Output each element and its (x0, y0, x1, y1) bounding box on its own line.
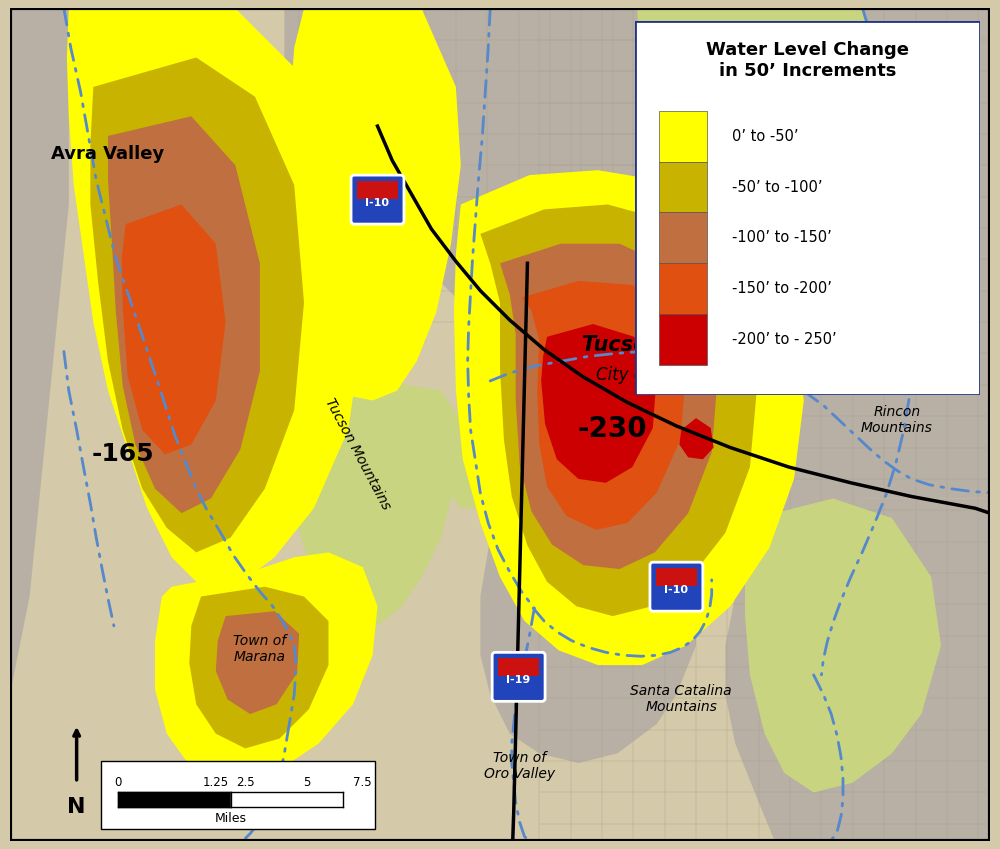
Polygon shape (522, 281, 686, 530)
Bar (659, 111, 707, 161)
Text: 0’ to -50’: 0’ to -50’ (732, 129, 798, 143)
Text: Rincon
Mountains: Rincon Mountains (861, 405, 933, 436)
Polygon shape (122, 205, 226, 454)
Polygon shape (480, 479, 696, 763)
Polygon shape (67, 8, 363, 587)
FancyBboxPatch shape (101, 762, 375, 829)
Text: N: N (67, 797, 86, 818)
Polygon shape (216, 611, 299, 714)
Text: 7.5: 7.5 (353, 776, 372, 789)
FancyBboxPatch shape (650, 562, 703, 611)
Polygon shape (284, 8, 637, 341)
Polygon shape (676, 401, 745, 469)
Polygon shape (90, 58, 304, 553)
Text: City of: City of (596, 366, 649, 384)
Text: Avra Valley: Avra Valley (51, 145, 165, 163)
Bar (659, 161, 707, 212)
Polygon shape (155, 553, 378, 783)
Polygon shape (745, 498, 941, 792)
Bar (357, 181, 398, 199)
Text: -50’ to -100’: -50’ to -100’ (732, 180, 822, 194)
Text: 5: 5 (303, 776, 310, 789)
Text: Santa Catalina
Mountains: Santa Catalina Mountains (630, 684, 732, 714)
Text: -150’ to -200’: -150’ to -200’ (732, 281, 831, 296)
FancyBboxPatch shape (635, 21, 980, 395)
Text: Water Level Change
in 50’ Increments: Water Level Change in 50’ Increments (706, 41, 909, 80)
Text: Town of
Marana: Town of Marana (233, 634, 286, 664)
Text: Tucson: Tucson (582, 335, 663, 356)
Text: I-19: I-19 (506, 675, 531, 685)
Text: 1.25: 1.25 (203, 776, 229, 789)
Text: Town of
Oro Valley: Town of Oro Valley (484, 751, 555, 781)
Polygon shape (189, 587, 328, 748)
Polygon shape (454, 170, 804, 665)
Text: I-10: I-10 (664, 585, 688, 594)
Polygon shape (108, 116, 260, 513)
Bar (659, 263, 707, 314)
Polygon shape (541, 324, 657, 483)
Polygon shape (446, 430, 510, 509)
Polygon shape (725, 498, 990, 841)
Bar (498, 658, 539, 677)
Polygon shape (539, 8, 990, 694)
Text: 0: 0 (114, 776, 121, 789)
Polygon shape (637, 8, 892, 381)
Polygon shape (289, 8, 461, 401)
Polygon shape (500, 312, 618, 420)
Polygon shape (10, 8, 69, 694)
Polygon shape (679, 418, 714, 459)
Text: -200’ to - 250’: -200’ to - 250’ (732, 332, 836, 347)
Polygon shape (294, 381, 461, 626)
Polygon shape (500, 244, 718, 569)
Text: Miles: Miles (214, 812, 246, 825)
Bar (656, 568, 697, 586)
Polygon shape (480, 205, 757, 616)
Text: -100’ to -150’: -100’ to -150’ (732, 230, 831, 245)
FancyBboxPatch shape (351, 175, 404, 224)
Bar (659, 314, 707, 365)
Text: -165: -165 (91, 441, 154, 465)
Bar (659, 212, 707, 263)
Text: I-10: I-10 (366, 198, 390, 207)
Text: -230: -230 (578, 414, 648, 442)
Text: 2.5: 2.5 (236, 776, 255, 789)
FancyBboxPatch shape (492, 652, 545, 701)
Text: Tucson Mountains: Tucson Mountains (323, 396, 393, 512)
